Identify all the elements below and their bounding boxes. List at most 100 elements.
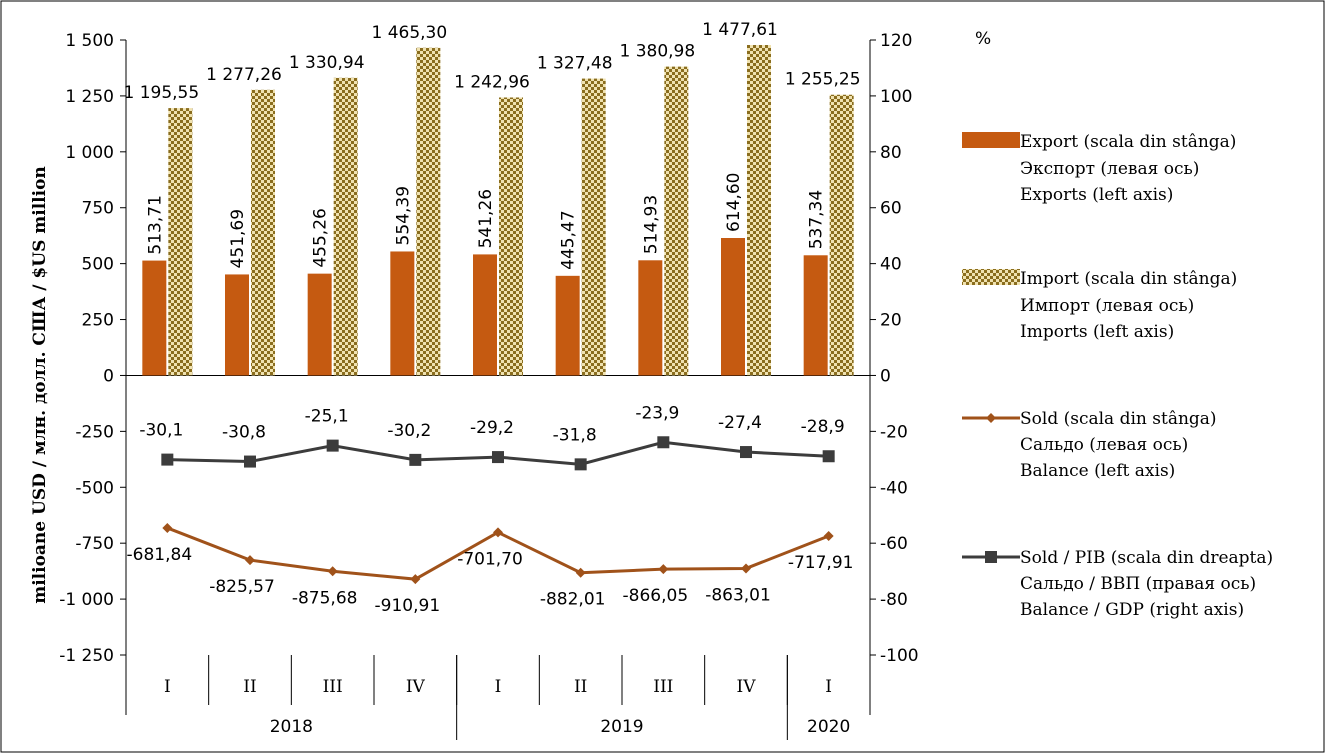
import-bar xyxy=(581,78,606,376)
y-right-tick-label: 0 xyxy=(880,366,891,386)
y-right-tick-label: 60 xyxy=(880,199,902,219)
gdp-marker xyxy=(244,455,256,468)
export-bar xyxy=(307,273,332,376)
export-bar xyxy=(638,260,663,376)
quarter-label: I xyxy=(495,677,502,697)
gdp-marker xyxy=(574,458,587,471)
y-axis-left-label: milioane USD / млн. долл. США / $US mill… xyxy=(30,166,50,604)
y-right-tick-label: 40 xyxy=(880,255,902,275)
bars xyxy=(142,45,854,376)
gdp-value-label: -30,1 xyxy=(139,421,183,441)
export-bar xyxy=(473,254,497,376)
export-bar xyxy=(142,260,167,376)
sold-marker xyxy=(658,564,669,575)
import-bar xyxy=(416,47,441,376)
quarter-label: III xyxy=(653,677,673,697)
y-right-tick-label: -20 xyxy=(880,422,908,442)
import-value-label: 1 380,98 xyxy=(619,42,695,62)
sold-value-label: -681,84 xyxy=(127,545,193,565)
import-value-label: 1 255,25 xyxy=(785,70,861,90)
export-bar xyxy=(803,255,828,376)
quarter-label: I xyxy=(164,677,171,697)
export-bar xyxy=(390,251,415,376)
export-value-label: 541,26 xyxy=(476,189,496,248)
import-bar xyxy=(664,66,689,376)
legend-import-en: Imports (left axis) xyxy=(1020,322,1174,342)
year-label: 2020 xyxy=(807,717,850,737)
quarter-label: III xyxy=(323,677,343,697)
sold-marker xyxy=(162,522,173,533)
legend-sold-ro: Sold (scala din stânga) xyxy=(1020,409,1217,429)
import-bar xyxy=(499,97,523,376)
legend-sold-en: Balance (left axis) xyxy=(1020,461,1175,481)
legend-export-en: Exports (left axis) xyxy=(1020,185,1173,205)
y-right-tick-label: 100 xyxy=(880,87,912,107)
export-value-label: 455,26 xyxy=(311,208,331,267)
export-value-label: 445,47 xyxy=(559,210,579,269)
import-bar xyxy=(747,45,771,376)
legend-import-swatch xyxy=(962,269,1020,285)
series-lines xyxy=(161,436,835,585)
y-left-tick-label: 1 500 xyxy=(65,31,114,51)
data-labels: 513,71 451,69 455,26 554,39 541,26 445,47 514,… xyxy=(123,20,860,616)
quarter-label: IV xyxy=(406,677,426,697)
year-label: 2019 xyxy=(600,717,643,737)
legend-gdp-ro: Sold / PIB (scala din dreapta) xyxy=(1020,548,1273,568)
sold-value-label: -910,91 xyxy=(375,596,441,616)
y-left-tick-label: 0 xyxy=(103,366,114,386)
import-bar xyxy=(168,108,193,376)
sold-value-label: -717,91 xyxy=(788,553,854,573)
export-value-label: 514,93 xyxy=(641,195,661,254)
y-left-tick-label: -1 000 xyxy=(59,590,114,610)
import-bar xyxy=(829,94,854,376)
import-value-label: 1 477,61 xyxy=(702,20,778,40)
y-left-tick-label: 250 xyxy=(82,311,114,331)
y-right-tick-label: -100 xyxy=(880,646,919,666)
import-value-label: 1 330,94 xyxy=(289,53,365,73)
export-value-label: 451,69 xyxy=(228,209,248,268)
sold-marker xyxy=(410,574,421,585)
sold-value-label: -863,01 xyxy=(705,585,771,605)
export-value-label: 614,60 xyxy=(724,173,744,232)
gdp-value-label: -29,2 xyxy=(470,418,514,438)
gdp-marker xyxy=(492,451,504,464)
y-left-tick-label: 750 xyxy=(82,199,114,219)
y-axis-right-unit: % xyxy=(975,29,991,49)
import-bar xyxy=(333,77,358,376)
quarter-label: II xyxy=(243,677,256,697)
gdp-value-label: -30,8 xyxy=(222,423,266,443)
gdp-value-label: -23,9 xyxy=(635,403,679,423)
import-value-label: 1 465,30 xyxy=(371,23,447,43)
legend-gdp-ru: Сальдо / ВВП (правая ось) xyxy=(1020,574,1256,594)
legend-gdp-marker xyxy=(985,551,997,563)
gdp-marker xyxy=(822,450,835,463)
y-left-tick-label: 500 xyxy=(82,255,114,275)
import-value-label: 1 327,48 xyxy=(537,54,613,74)
import-value-label: 1 195,55 xyxy=(123,83,199,103)
legend: Export (scala din stânga) Экспорт (левая … xyxy=(962,132,1273,620)
y-right-tick-label: 20 xyxy=(880,311,902,331)
y-left-tick-label: -750 xyxy=(75,534,114,554)
y-left-tick-label: 1 250 xyxy=(65,87,114,107)
y-left-tick-label: -1 250 xyxy=(59,646,114,666)
gdp-value-label: -31,8 xyxy=(553,425,597,445)
quarter-label: I xyxy=(825,677,832,697)
y-right-tick-label: 80 xyxy=(880,143,902,163)
y-right-tick-label: -80 xyxy=(880,590,908,610)
sold-value-label: -701,70 xyxy=(457,549,523,569)
sold-value-label: -866,05 xyxy=(623,586,689,606)
y-left-tick-label: -250 xyxy=(75,422,114,442)
export-value-label: 513,71 xyxy=(145,195,165,254)
gdp-value-label: -27,4 xyxy=(718,413,762,433)
sold-marker xyxy=(823,531,834,542)
export-value-label: 554,39 xyxy=(393,186,413,245)
gdp-value-label: -25,1 xyxy=(305,407,349,427)
legend-export-swatch xyxy=(962,132,1020,148)
legend-import-ru: Импорт (левая ось) xyxy=(1020,296,1194,316)
sold-marker xyxy=(741,563,751,574)
year-label: 2018 xyxy=(270,717,313,737)
export-bar xyxy=(555,275,580,376)
